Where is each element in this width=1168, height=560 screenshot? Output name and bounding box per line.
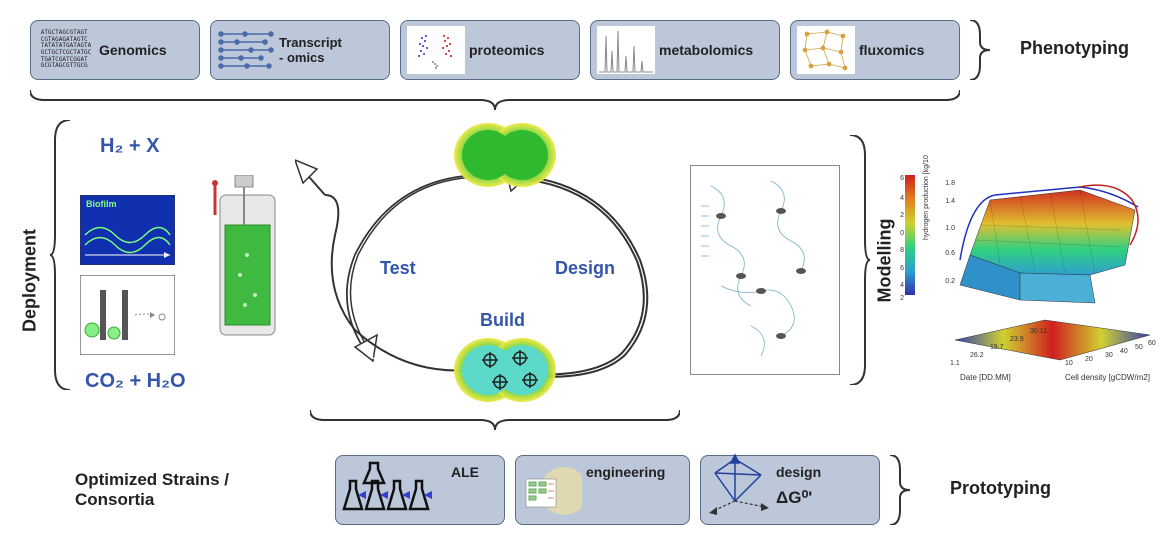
svg-text:1.2: 1.2 [900,212,904,219]
fluxomics-label: fluxomics [859,42,924,58]
deployment-label: Deployment [20,221,41,341]
volcano-graphic [407,26,465,74]
vectors-graphic [707,460,772,508]
center-to-bottom-brace [310,405,680,435]
design-sublabel: ΔG⁰' [776,488,821,508]
svg-text:30.11: 30.11 [1030,328,1047,335]
formula-co2h2o: CO₂ + H₂O [85,370,186,393]
modelling-label: Modelling [875,211,896,311]
cycle-test: Test [380,258,416,279]
network-graphic [797,26,855,74]
ale-label: ALE [451,464,479,480]
svg-text:0.6: 0.6 [945,250,955,257]
top-to-center-brace [30,85,960,115]
cell-top [450,115,560,195]
svg-text:1.8: 1.8 [945,180,955,187]
svg-text:0.2: 0.2 [945,278,955,285]
svg-text:Biofilm: Biofilm [86,199,117,209]
prototyping-label: Prototyping [950,478,1051,499]
svg-text:15.7: 15.7 [990,344,1004,351]
ale-box: ALE [335,455,505,525]
optimized-strains-label: Optimized Strains / Consortia [75,470,229,510]
svg-text:1.1: 1.1 [950,360,960,367]
svg-text:1.0: 1.0 [945,225,955,232]
svg-text:Date [DD.MM]: Date [DD.MM] [960,373,1011,382]
proteomics-label: proteomics [469,42,544,58]
surface-chart: 1.6 1.4 1.2 1.0 0.8 0.6 0.4 0.2 1.1 26.2 15.7 2… [900,155,1160,385]
fluxomics-box: fluxomics [790,20,960,80]
genomics-label: Genomics [99,42,167,58]
transcriptomics-box: Transcript - omics [210,20,390,80]
phenotyping-brace [965,20,1005,80]
cell-bottom [450,330,560,410]
svg-text:0.6: 0.6 [900,265,904,272]
bioreactor-graphic [185,175,285,355]
svg-text:23.9: 23.9 [1010,336,1024,343]
metabolomics-box: metabolomics [590,20,780,80]
svg-text:0.8: 0.8 [900,247,904,254]
pathway-map [690,165,840,375]
svg-text:20: 20 [1085,356,1093,363]
flasks-graphic [342,466,447,514]
svg-text:0.2: 0.2 [900,295,904,302]
electrode-panel [80,275,175,355]
svg-text:26.2: 26.2 [970,352,984,359]
proteomics-box: proteomics [400,20,580,80]
svg-text:1.4: 1.4 [945,198,955,205]
cycle-build: Build [480,310,525,331]
svg-text:10: 10 [1065,360,1073,367]
svg-text:1.0: 1.0 [900,230,904,237]
svg-text:30: 30 [1105,352,1113,359]
biofilm-panel: Biofilm [80,195,175,265]
dots-lines-graphic [217,26,275,74]
seq-lines: ATGCTAGCGTAGT CGTAGAGATAGTC TATATATGATAG… [41,30,92,70]
design-box: design ΔG⁰' [700,455,880,525]
svg-text:0.4: 0.4 [900,282,904,289]
engineering-box: engineering [515,455,690,525]
modelling-brace-left [845,135,870,385]
svg-text:50: 50 [1135,344,1143,351]
cycle-design: Design [555,258,615,279]
svg-text:60: 60 [1148,340,1156,347]
svg-text:hydrogen production [kg/100m2/: hydrogen production [kg/100m2/d] [923,155,930,240]
svg-text:1.4: 1.4 [900,195,904,202]
phenotyping-label: Phenotyping [1020,38,1129,59]
formula-h2x: H₂ + X [100,135,159,158]
svg-text:40: 40 [1120,348,1128,355]
genomics-box: ATGCTAGCGTAGT CGTAGAGATAGTC TATATATGATAG… [30,20,200,80]
metabolomics-label: metabolomics [659,42,753,58]
design-label: design [776,464,821,480]
deployment-brace [50,120,75,390]
sequences-graphic: ATGCTAGCGTAGT CGTAGAGATAGTC TATATATGATAG… [37,26,95,74]
prototyping-brace [885,455,925,525]
svg-text:Cell density [gCDW/m2]: Cell density [gCDW/m2] [1065,373,1150,382]
circuit-graphic [522,466,582,514]
svg-text:1.6: 1.6 [900,175,904,182]
transcriptomics-label: Transcript - omics [279,35,342,65]
peaks-graphic [597,26,655,74]
engineering-label: engineering [586,464,665,480]
